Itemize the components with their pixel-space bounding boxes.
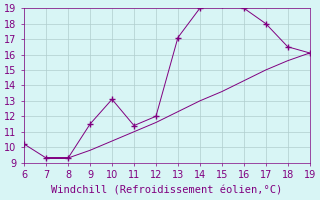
X-axis label: Windchill (Refroidissement éolien,°C): Windchill (Refroidissement éolien,°C) (51, 186, 283, 196)
